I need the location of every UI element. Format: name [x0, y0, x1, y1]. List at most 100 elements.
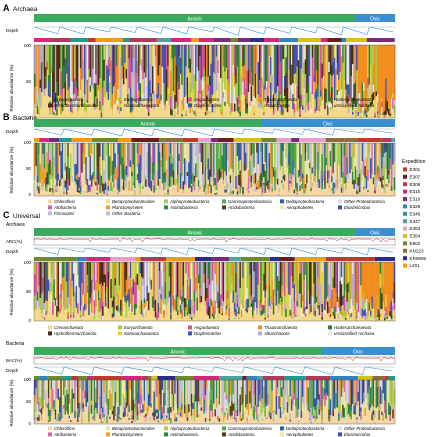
stack-segment [72, 380, 75, 394]
stack-segment [365, 312, 368, 319]
stack-segment [158, 181, 161, 190]
stack-segment [39, 298, 42, 310]
stack-segment [118, 414, 121, 417]
stack-segment [382, 294, 385, 303]
stack-segment [250, 45, 253, 73]
stack-segment [289, 262, 292, 296]
stack-segment [285, 73, 287, 100]
stack-segment [190, 175, 193, 184]
stack-segment [292, 380, 294, 395]
stack-segment [215, 306, 218, 315]
stack-segment [113, 262, 115, 297]
stack-segment [231, 143, 233, 169]
stack-segment [265, 262, 268, 284]
stack-segment [356, 143, 358, 171]
stack-segment [102, 143, 104, 161]
stack-segment [67, 179, 69, 189]
stack-segment [107, 190, 110, 193]
stack-segment [97, 262, 100, 291]
stack-segment [182, 189, 185, 194]
stack-segment [306, 309, 308, 314]
stack-segment [47, 380, 50, 399]
stack-segment [354, 98, 357, 107]
stack-segment [115, 100, 118, 103]
stack-segment [111, 313, 114, 317]
stack-segment [364, 380, 366, 408]
stack-segment [208, 104, 211, 112]
stack-segment [117, 305, 119, 312]
stack-segment [303, 193, 305, 195]
stack-segment [193, 416, 196, 422]
stack-segment [107, 143, 110, 180]
stack-segment [256, 183, 258, 187]
stack-segment [236, 45, 239, 67]
stack-segment [170, 171, 172, 177]
stack-segment [346, 416, 348, 420]
stack-segment [160, 314, 162, 317]
stack-segment [347, 45, 350, 85]
expedition-segment [165, 138, 183, 142]
stack-segment [140, 389, 143, 396]
expedition-swatch [403, 219, 407, 224]
stack-segment [371, 414, 373, 419]
stack-segment [145, 179, 147, 187]
stack-segment [227, 183, 229, 190]
stack-segment [163, 182, 165, 191]
stack-segment [45, 310, 47, 316]
stack-segment [206, 298, 208, 315]
stack-segment [222, 143, 225, 153]
stack-segment [63, 404, 65, 409]
stack-segment [179, 143, 182, 174]
stack-segment [379, 273, 382, 288]
stack-segment [353, 84, 355, 104]
expedition-segment [279, 257, 295, 261]
stack-segment [183, 86, 186, 98]
stack-segment [65, 184, 68, 190]
stack-segment [288, 151, 290, 166]
stack-segment [365, 318, 368, 319]
stack-segment [378, 318, 380, 321]
stack-segment [38, 262, 40, 286]
stack-segment [182, 306, 185, 310]
stack-segment [232, 45, 235, 65]
stack-segment [264, 191, 267, 193]
stack-segment [296, 193, 298, 195]
stack-segment [40, 143, 43, 164]
stack-segment [303, 175, 305, 190]
stack-segment [77, 143, 79, 174]
stack-segment [133, 398, 136, 404]
stack-segment [225, 380, 228, 395]
stack-segment [310, 45, 312, 92]
stack-segment [132, 415, 135, 420]
stack-segment [217, 415, 219, 419]
stack-segment [351, 112, 354, 115]
stack-segment [97, 414, 100, 420]
stack-segment [376, 406, 379, 410]
stack-segment [81, 283, 83, 306]
stack-segment [295, 316, 297, 319]
stack-segment [274, 45, 276, 64]
expedition-label: E902 [410, 241, 421, 246]
stack-segment [111, 160, 114, 183]
pct-frame [33, 237, 396, 246]
stack-segment [196, 45, 198, 67]
expedition-segment [294, 257, 308, 261]
stack-segment [272, 108, 275, 115]
stack-segment [283, 262, 286, 297]
stack-segment [158, 84, 161, 101]
stack-segment [93, 300, 96, 314]
stack-segment [100, 116, 103, 118]
stack-segment [246, 108, 248, 114]
stack-segment [243, 401, 246, 412]
stack-segment [86, 274, 89, 286]
legend-label: Actinobacteria [169, 432, 198, 437]
stack-segment [113, 143, 115, 175]
stack-segment [64, 411, 67, 415]
stack-segment [300, 183, 303, 189]
stack-segment [65, 380, 68, 390]
stack-segment [128, 166, 130, 182]
expedition-segment [121, 376, 142, 380]
stack-segment [351, 404, 354, 415]
stack-segment [299, 45, 301, 96]
stack-segment [314, 92, 317, 99]
